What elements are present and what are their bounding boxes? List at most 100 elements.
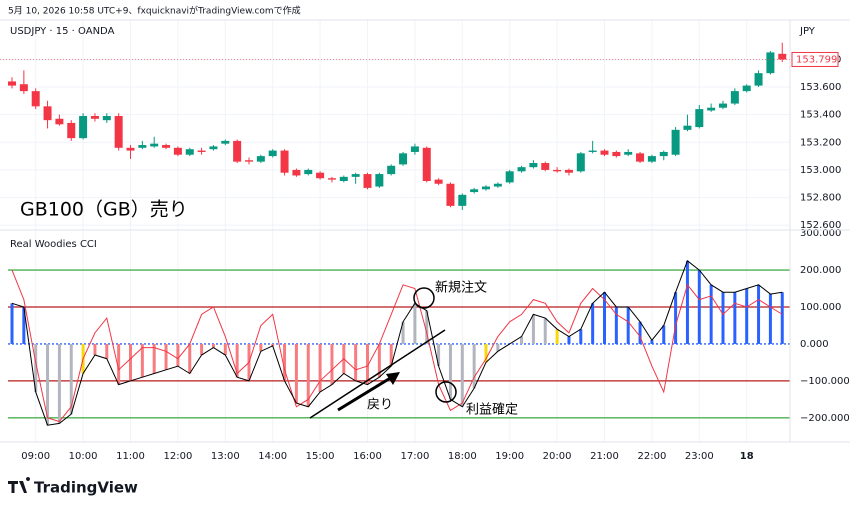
x-tick-label: 11:00 — [116, 451, 145, 462]
histogram-bar — [235, 343, 239, 378]
histogram-bar — [567, 336, 571, 344]
histogram-bar — [591, 303, 595, 344]
histogram-bar — [294, 343, 298, 404]
candle-body — [612, 151, 621, 157]
histogram-bar — [164, 343, 168, 370]
overlay — [309, 287, 457, 419]
y-tick-label: 153.000 — [800, 165, 841, 176]
histogram-bar — [34, 343, 38, 392]
histogram-bar — [496, 343, 500, 352]
candle-body — [327, 178, 336, 180]
x-tick-label: 10:00 — [69, 451, 98, 462]
candle-body — [742, 85, 751, 92]
histogram-bar — [140, 343, 144, 378]
candle-body — [529, 163, 538, 168]
histogram-bar — [579, 329, 583, 344]
histogram-bar — [460, 343, 464, 407]
histogram-bar — [10, 303, 14, 344]
candle-body — [719, 103, 727, 108]
candle-body — [399, 153, 408, 165]
x-tick-label: 12:00 — [163, 451, 192, 462]
candle-body — [221, 140, 230, 144]
logo-text: TradingView — [34, 479, 138, 497]
candle-body — [778, 53, 787, 60]
histogram-bar — [354, 343, 358, 381]
histogram-bar — [555, 329, 559, 344]
candle-body — [624, 151, 633, 155]
candle-body — [209, 146, 218, 150]
histogram-bar — [662, 325, 666, 344]
candle-body — [588, 150, 597, 152]
histogram-bar — [330, 343, 334, 385]
candle-body — [446, 183, 455, 206]
histogram-bar — [780, 292, 784, 344]
candle-body — [505, 171, 514, 183]
x-tick-label: 21:00 — [590, 451, 619, 462]
x-tick-label: 18 — [740, 451, 754, 462]
candle-body — [600, 150, 609, 155]
histogram-bar — [697, 270, 701, 344]
x-tick-label: 17:00 — [400, 451, 429, 462]
histogram-bar — [46, 343, 50, 426]
histogram-bar — [176, 343, 180, 367]
histogram-bar — [93, 343, 97, 356]
logo-icon — [8, 477, 31, 493]
y-tick-label: 152.600 — [800, 220, 841, 231]
y-tick-label: −200.000 — [800, 413, 850, 424]
histogram-bar — [22, 306, 26, 344]
x-tick-label: 22:00 — [637, 451, 666, 462]
histogram-bar — [306, 343, 310, 407]
annotation: 利益確定 — [466, 402, 518, 418]
histogram-bar — [152, 343, 156, 374]
candle-body — [339, 176, 348, 181]
histogram-bar — [603, 292, 606, 344]
currency: JPY — [799, 26, 816, 37]
caption: 5月 10, 2026 10:58 UTC+9、fxquicknaviがTrad… — [8, 5, 301, 17]
circle — [413, 287, 435, 309]
candle-body — [351, 174, 360, 177]
candle-body — [576, 153, 585, 172]
x-tick-label: 19:00 — [495, 451, 524, 462]
histogram-bar — [614, 306, 618, 344]
candle-body — [422, 147, 431, 181]
histogram-bar — [685, 260, 689, 344]
y-tick-label: −100.000 — [800, 376, 850, 387]
y-tick-label: 153.400 — [800, 110, 841, 121]
candle-body — [683, 125, 692, 130]
candle-body — [363, 174, 372, 188]
trend-line — [309, 329, 446, 419]
candle-body — [564, 169, 573, 173]
candle-body — [766, 52, 775, 74]
circle — [435, 381, 457, 403]
candle-body — [387, 165, 396, 175]
candle-body — [458, 194, 467, 206]
histogram-bar — [757, 284, 761, 344]
y-tick-label: 153.600 — [800, 82, 841, 93]
histogram-bar — [745, 288, 749, 344]
histogram-bar — [531, 314, 535, 344]
histogram-bar — [437, 343, 441, 367]
arrow-head — [386, 372, 400, 385]
histogram-bar — [211, 343, 215, 348]
histogram-bar — [69, 343, 73, 415]
candle-body — [659, 151, 668, 157]
arrow — [337, 375, 393, 412]
candle-body — [754, 73, 763, 86]
histogram-bar — [389, 343, 393, 367]
indicator-title: Real Woodies CCI — [10, 239, 97, 250]
histogram-bar — [638, 321, 642, 344]
candle-body — [695, 109, 704, 128]
candle-body — [304, 169, 313, 175]
x-tick-label: 15:00 — [306, 451, 335, 462]
candle-body — [126, 147, 135, 151]
candle-body — [31, 91, 40, 107]
candle-body — [707, 107, 716, 111]
candle-body — [375, 174, 384, 187]
candle-body — [636, 153, 645, 162]
x-tick-label: 13:00 — [211, 451, 240, 462]
y-tick-label: 100.000 — [800, 302, 841, 313]
annotation: GB100（GB）売り — [20, 199, 188, 221]
candle-body — [245, 160, 253, 162]
histogram-bar — [413, 303, 417, 344]
